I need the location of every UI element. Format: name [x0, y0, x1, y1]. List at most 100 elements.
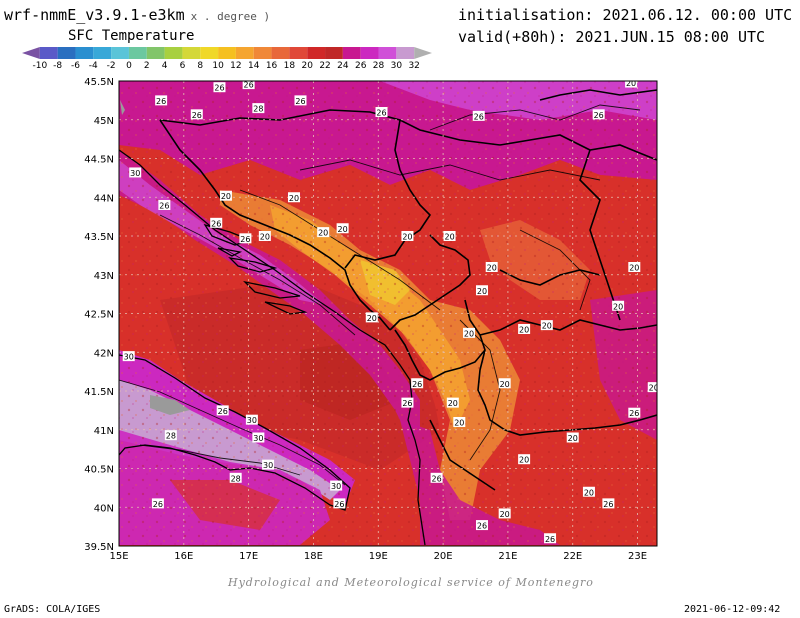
legend-swatch	[396, 47, 415, 59]
legend-tick: 18	[284, 61, 296, 71]
legend-tick: 22	[319, 61, 330, 71]
contour-label: 20	[402, 233, 412, 242]
contour-label: 20	[338, 225, 348, 234]
contour-lines	[119, 104, 641, 486]
legend-swatch	[57, 47, 76, 59]
texture-overlay	[119, 81, 657, 546]
legend-tick: -6	[71, 61, 80, 71]
legend-swatch	[164, 47, 183, 59]
contour-label: 20	[626, 79, 636, 88]
contour-label: 20	[629, 264, 639, 273]
contour-label-box	[401, 397, 414, 408]
contour-label-box	[164, 430, 177, 441]
contour-label: 20	[519, 456, 529, 465]
contour-label-box	[239, 233, 252, 244]
grads-credit: GrADS: COLA/IGES	[4, 604, 101, 615]
contour-label: 20	[500, 510, 510, 519]
contour-label-box	[628, 262, 641, 272]
contour-label-box	[242, 81, 255, 90]
contour-label-box	[330, 480, 343, 491]
lat-label: 45.5N	[84, 77, 114, 88]
contour-label-box	[518, 324, 531, 334]
legend-tick: 0	[126, 61, 132, 71]
map-frame	[118, 80, 658, 547]
contour-label: 26	[192, 111, 202, 120]
model-name: wrf-nmmE_v3.9.1-e3km	[4, 6, 185, 24]
contour-label: 26	[594, 111, 604, 120]
legend-swatch	[111, 47, 129, 59]
contour-label: 26	[153, 500, 163, 509]
temperature-map: 26 26 26 26 28 26 26 26 26 20 30 26 20 20 26 20 20 20 26 20…	[119, 79, 657, 546]
legend-swatch	[235, 47, 254, 59]
legend-tick: -2	[107, 61, 116, 71]
contour-label-box	[252, 103, 265, 114]
legend-swatch	[75, 47, 94, 59]
model-title: wrf-nmmE_v3.9.1-e3km x . degree )	[4, 6, 270, 24]
contour-label: 26	[432, 474, 442, 483]
contour-label: 20	[584, 488, 594, 497]
contour-label: 20	[367, 314, 377, 323]
contour-label-box	[443, 231, 456, 241]
contour-label: 20	[454, 419, 464, 428]
contour-label: 26	[159, 202, 169, 211]
contour-label: 20	[318, 229, 328, 238]
contour-label: 20	[487, 264, 497, 273]
lon-label: 17E	[239, 551, 258, 562]
lon-label: 22E	[563, 551, 582, 562]
contour-label-box	[602, 498, 615, 509]
legend-swatch	[93, 47, 112, 59]
contour-label: 20	[464, 329, 474, 338]
contour-label-box	[252, 432, 265, 443]
contour-label-box	[518, 454, 531, 465]
contour-label: 26	[477, 522, 487, 531]
contour-label: 26	[629, 409, 639, 418]
lat-label: 45N	[94, 116, 114, 127]
render-timestamp: 2021-06-12-09:42	[684, 604, 781, 615]
legend-swatch	[253, 47, 272, 59]
legend-tick: 20	[301, 61, 313, 71]
contour-label: 26	[156, 97, 166, 106]
contour-label-box	[190, 109, 203, 120]
contour-label-box	[540, 320, 553, 331]
institution-credit: Hydrological and Meteorological service …	[228, 576, 594, 589]
legend-swatch	[289, 47, 308, 59]
contour-label-box	[544, 533, 557, 544]
contour-label-box	[262, 459, 275, 470]
color-legend	[22, 47, 432, 59]
contour-label: 26	[474, 112, 484, 121]
contour-label-box	[446, 397, 459, 408]
contour-label-box	[582, 486, 595, 497]
lat-label: 42.5N	[84, 310, 114, 321]
legend-tick: 12	[230, 61, 241, 71]
contour-label-box	[333, 498, 346, 509]
contour-label-box	[625, 81, 638, 88]
lat-label: 43.5N	[84, 232, 114, 243]
contour-label: 26	[240, 235, 250, 244]
contour-label-box	[612, 300, 625, 311]
lat-label: 40.5N	[84, 465, 114, 476]
contour-label: 20	[289, 194, 299, 203]
contour-label-box	[453, 417, 466, 427]
init-time: initialisation: 2021.06.12. 00:00 UTC	[458, 6, 793, 24]
contour-label-box	[229, 472, 242, 483]
contour-label: 26	[545, 535, 555, 544]
contour-label-box	[216, 405, 229, 416]
contour-label: 20	[448, 399, 458, 408]
legend-swatch	[128, 47, 147, 59]
field-title: SFC Temperature	[68, 28, 195, 44]
contour-label: 30	[124, 353, 134, 362]
contour-label: 20	[444, 233, 454, 242]
lon-label: 23E	[628, 551, 647, 562]
legend-swatch	[342, 47, 361, 59]
contour-label: 28	[231, 474, 241, 483]
legend-swatch	[22, 47, 40, 59]
contour-label-box	[411, 378, 424, 389]
contour-label: 30	[247, 416, 257, 425]
contour-label: 20	[568, 434, 578, 443]
lat-label: 41.5N	[84, 387, 114, 398]
contour-label: 20	[260, 233, 270, 242]
legend-tick: 6	[180, 61, 186, 71]
legend-swatch	[218, 47, 236, 59]
lat-label: 44N	[94, 193, 114, 204]
